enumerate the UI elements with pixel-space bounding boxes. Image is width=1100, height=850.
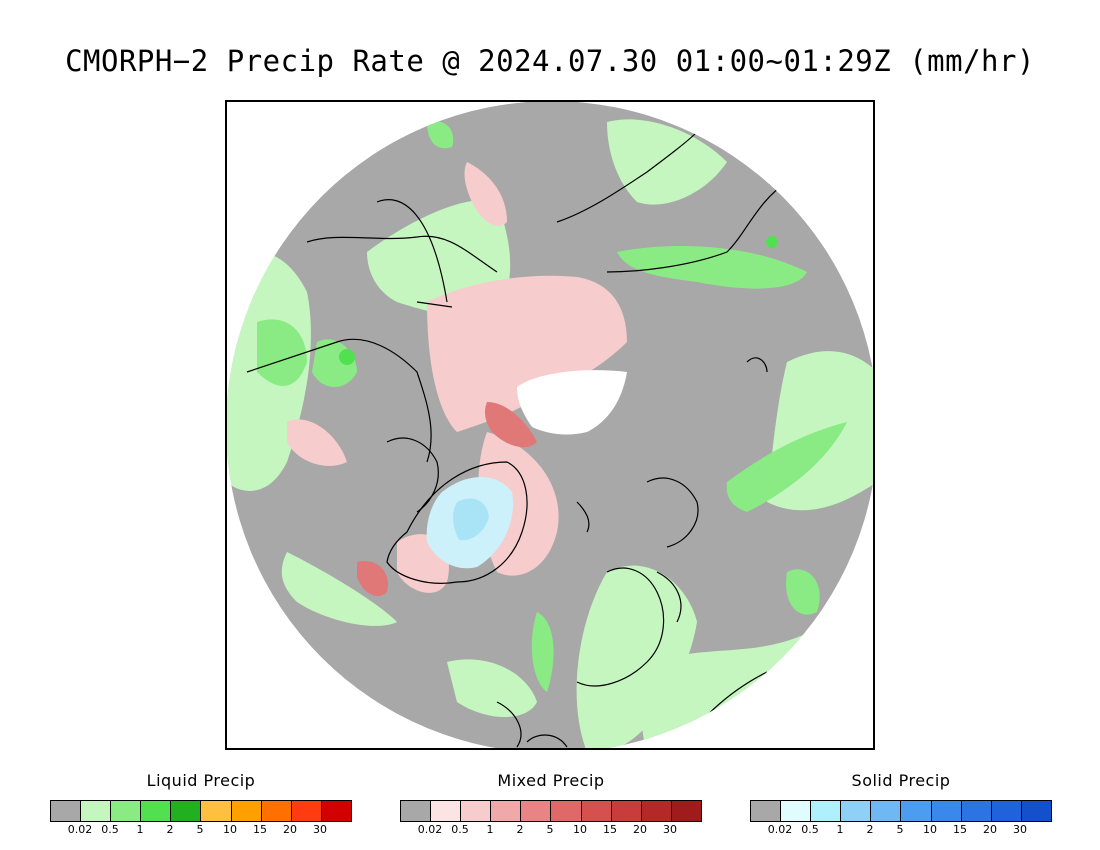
legend-swatch <box>51 801 82 821</box>
legend-swatch <box>671 801 701 821</box>
polar-map-graphic <box>227 102 873 748</box>
legend-tick-label: 0.5 <box>801 823 819 836</box>
legend-swatch <box>991 801 1022 821</box>
legend-tick-label: 5 <box>896 823 904 836</box>
legend-tick-label: 15 <box>953 823 967 836</box>
solid-precip-areas <box>426 477 513 569</box>
legend-tick-label: 5 <box>546 823 554 836</box>
legend-tick-label: 20 <box>983 823 997 836</box>
pole-no-data <box>517 370 627 435</box>
legend-liquid-precip: Liquid Precip 0.02 0.5 1 2 5 10 15 20 30 <box>50 770 352 836</box>
legend-tick-label: 0.02 <box>767 823 793 836</box>
mixed-precip-areas <box>287 162 627 597</box>
legend-swatch <box>781 801 812 821</box>
legend-swatch <box>111 801 142 821</box>
legend-solid-precip: Solid Precip 0.02 0.5 1 2 5 10 15 20 30 <box>750 770 1052 836</box>
legend-tick-label: 0.02 <box>417 823 443 836</box>
legend-tick-label: 0.5 <box>451 823 469 836</box>
legend-tick-label: 20 <box>283 823 297 836</box>
legend-swatch <box>201 801 232 821</box>
legend-tick-label: 10 <box>923 823 937 836</box>
legend-tick-label: 2 <box>516 823 524 836</box>
legend-mixed-precip: Mixed Precip 0.02 0.5 1 2 5 10 15 20 30 <box>400 770 702 836</box>
liquid-precip-areas <box>227 119 873 748</box>
legend-tick-label: 30 <box>313 823 327 836</box>
legend-swatch <box>81 801 112 821</box>
legend-swatch <box>431 801 462 821</box>
legend-colorbar <box>750 800 1052 822</box>
legend-swatch <box>961 801 992 821</box>
legend-tick-labels: 0.02 0.5 1 2 5 10 15 20 30 <box>750 823 1052 837</box>
legend-tick-label: 15 <box>253 823 267 836</box>
legend-tick-label: 20 <box>633 823 647 836</box>
legend-swatch <box>1021 801 1051 821</box>
legend-colorbar <box>50 800 352 822</box>
legend-swatch <box>461 801 492 821</box>
legend-tick-label: 0.5 <box>101 823 119 836</box>
legend-swatch <box>611 801 642 821</box>
legend-swatch <box>141 801 172 821</box>
legend-tick-label: 5 <box>196 823 204 836</box>
legend-tick-labels: 0.02 0.5 1 2 5 10 15 20 30 <box>400 823 702 837</box>
page-title: CMORPH−2 Precip Rate @ 2024.07.30 01:00~… <box>65 44 1035 78</box>
legend-swatch <box>581 801 612 821</box>
legend-tick-label: 30 <box>1013 823 1027 836</box>
legend-tick-label: 1 <box>136 823 144 836</box>
legend-title: Mixed Precip <box>497 771 605 790</box>
legend-swatch <box>401 801 432 821</box>
legend-tick-label: 0.02 <box>67 823 93 836</box>
legend-tick-label: 1 <box>486 823 494 836</box>
legend-tick-label: 10 <box>223 823 237 836</box>
legend-tick-label: 10 <box>573 823 587 836</box>
legend-tick-label: 2 <box>166 823 174 836</box>
legend-colorbar <box>400 800 702 822</box>
legend-swatch <box>751 801 782 821</box>
legend-swatch <box>641 801 672 821</box>
polar-map <box>225 100 875 750</box>
legend-swatch <box>491 801 522 821</box>
legend-title: Solid Precip <box>851 771 951 790</box>
legend-swatch <box>521 801 552 821</box>
legend-tick-label: 30 <box>663 823 677 836</box>
legend-tick-label: 15 <box>603 823 617 836</box>
legend-swatch <box>291 801 322 821</box>
legend-swatch <box>811 801 842 821</box>
legend-swatch <box>931 801 962 821</box>
legend-swatch <box>171 801 202 821</box>
legend-swatch <box>841 801 872 821</box>
legend-swatch <box>871 801 902 821</box>
legend-swatch <box>321 801 351 821</box>
legend-tick-label: 1 <box>836 823 844 836</box>
legend-swatch <box>551 801 582 821</box>
legend-tick-label: 2 <box>866 823 874 836</box>
legend-swatch <box>231 801 262 821</box>
legend-swatch <box>261 801 292 821</box>
legend-swatch <box>901 801 932 821</box>
legend-title: Liquid Precip <box>146 771 256 790</box>
legend-tick-labels: 0.02 0.5 1 2 5 10 15 20 30 <box>50 823 352 837</box>
